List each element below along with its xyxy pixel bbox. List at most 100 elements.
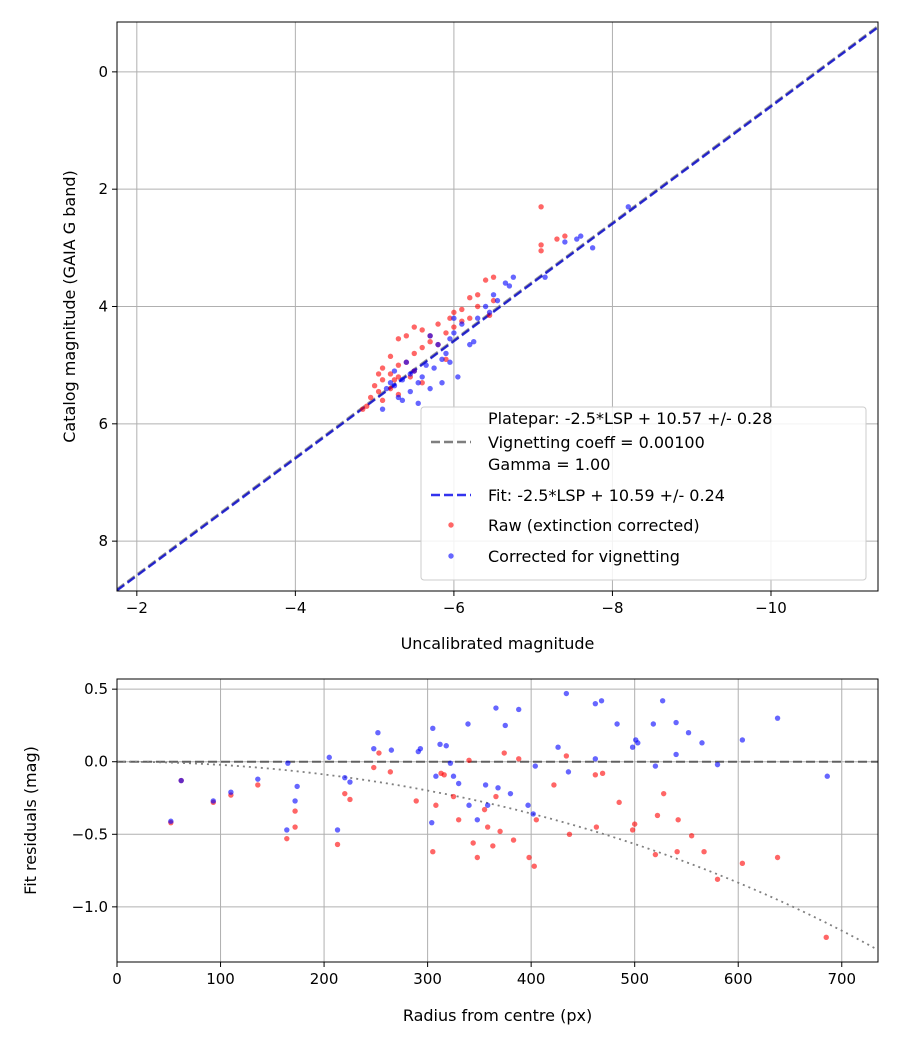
data-point bbox=[391, 382, 398, 389]
data-point bbox=[255, 776, 261, 782]
x-tick-label: −10 bbox=[755, 599, 787, 617]
data-point bbox=[431, 365, 437, 371]
data-point bbox=[685, 729, 692, 736]
data-point bbox=[439, 380, 445, 386]
x-tick-label: 700 bbox=[827, 970, 856, 988]
data-point bbox=[598, 698, 605, 704]
data-point bbox=[593, 824, 600, 830]
data-point bbox=[228, 789, 234, 795]
data-point bbox=[459, 321, 465, 327]
y-tick-label: 0.5 bbox=[84, 680, 108, 698]
data-point bbox=[823, 934, 829, 941]
data-point bbox=[484, 802, 491, 808]
data-point bbox=[364, 403, 370, 409]
data-point bbox=[774, 715, 781, 721]
data-point bbox=[532, 763, 538, 769]
y-axis-label: Catalog magnitude (GAIA G band) bbox=[60, 170, 79, 442]
data-point bbox=[629, 827, 636, 833]
data-point bbox=[562, 239, 568, 245]
data-point bbox=[625, 204, 631, 210]
data-point bbox=[714, 761, 721, 768]
series-corrected bbox=[168, 690, 830, 833]
data-point bbox=[387, 353, 394, 360]
data-point bbox=[419, 380, 425, 386]
data-point bbox=[510, 274, 517, 280]
data-point bbox=[455, 780, 462, 787]
data-point bbox=[419, 374, 425, 380]
data-point bbox=[379, 365, 386, 371]
data-point bbox=[466, 757, 472, 763]
data-point bbox=[510, 837, 517, 843]
data-point bbox=[387, 380, 394, 386]
data-point bbox=[439, 356, 445, 362]
data-point bbox=[599, 770, 606, 777]
data-point bbox=[387, 371, 394, 377]
data-point bbox=[284, 835, 290, 842]
data-point bbox=[542, 274, 548, 280]
data-point bbox=[526, 854, 532, 861]
data-point bbox=[635, 740, 641, 746]
data-point bbox=[292, 798, 298, 804]
data-point bbox=[407, 388, 414, 395]
data-point bbox=[592, 772, 599, 778]
fit-line bbox=[117, 26, 878, 591]
y-tick-label: 0 bbox=[98, 63, 108, 81]
data-point bbox=[490, 274, 497, 280]
data-point bbox=[699, 740, 705, 746]
data-point bbox=[474, 292, 481, 298]
data-point bbox=[459, 306, 465, 313]
data-point bbox=[474, 817, 481, 823]
data-point bbox=[379, 406, 386, 412]
data-point bbox=[525, 802, 531, 808]
data-point bbox=[334, 841, 341, 848]
data-point bbox=[614, 721, 620, 727]
data-point bbox=[411, 368, 417, 374]
data-point bbox=[375, 388, 382, 395]
y-tick-label: 4 bbox=[98, 298, 108, 316]
legend-entry: Platepar: -2.5*LSP + 10.57 +/- 0.28 bbox=[488, 409, 772, 428]
data-point bbox=[673, 719, 679, 726]
data-point bbox=[292, 824, 298, 830]
data-point bbox=[490, 843, 496, 849]
y-tick-label: 8 bbox=[98, 532, 108, 550]
data-point bbox=[391, 368, 398, 374]
data-point bbox=[688, 833, 695, 839]
legend-box bbox=[420, 406, 867, 581]
data-point bbox=[659, 698, 666, 704]
x-tick-label: 0 bbox=[112, 970, 122, 988]
data-point bbox=[566, 831, 573, 837]
data-point bbox=[429, 819, 435, 826]
data-point bbox=[395, 336, 402, 342]
data-point bbox=[294, 783, 300, 790]
data-point bbox=[451, 324, 457, 330]
data-point bbox=[484, 824, 491, 830]
data-point bbox=[495, 785, 501, 791]
data-point bbox=[443, 356, 449, 362]
data-point bbox=[493, 705, 499, 711]
data-point bbox=[375, 371, 382, 377]
data-point bbox=[342, 774, 348, 781]
data-point bbox=[450, 773, 457, 779]
data-point bbox=[824, 773, 830, 779]
data-point bbox=[430, 849, 436, 855]
data-point bbox=[367, 394, 374, 401]
data-point bbox=[465, 721, 471, 727]
data-point bbox=[413, 798, 419, 804]
data-point bbox=[482, 782, 489, 788]
data-point bbox=[652, 851, 659, 858]
data-point bbox=[538, 204, 544, 210]
data-point bbox=[455, 374, 461, 380]
data-point bbox=[467, 295, 473, 301]
data-point bbox=[326, 754, 332, 761]
data-point bbox=[650, 721, 657, 727]
data-point bbox=[347, 796, 353, 803]
data-point bbox=[531, 863, 537, 869]
legend-entry: Corrected for vignetting bbox=[488, 547, 680, 566]
data-point bbox=[652, 763, 659, 769]
data-point bbox=[451, 330, 457, 336]
data-point bbox=[474, 303, 481, 310]
data-point bbox=[739, 860, 746, 867]
data-point bbox=[433, 802, 439, 808]
data-point bbox=[501, 750, 507, 756]
data-point bbox=[563, 690, 570, 697]
